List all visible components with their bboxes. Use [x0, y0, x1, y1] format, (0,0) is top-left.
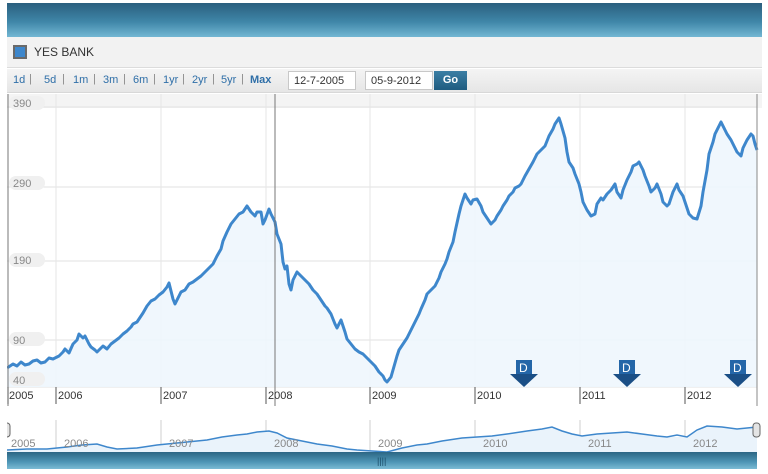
- range-separator: |: [182, 73, 185, 85]
- navigator-right-handle[interactable]: [752, 422, 761, 438]
- scrollbar-grip-icon[interactable]: ||||: [377, 456, 387, 466]
- range-1m-button[interactable]: 1m: [73, 74, 89, 86]
- svg-text:2007: 2007: [169, 438, 193, 450]
- range-separator: |: [93, 73, 96, 85]
- dividend-marker[interactable]: D: [613, 360, 641, 387]
- range-3m-button[interactable]: 3m: [103, 74, 119, 86]
- svg-text:2005: 2005: [9, 390, 33, 402]
- header-bar: [7, 3, 762, 37]
- start-date-input[interactable]: [288, 71, 356, 90]
- svg-text:2006: 2006: [58, 390, 82, 402]
- svg-text:2011: 2011: [588, 438, 612, 450]
- svg-text:2009: 2009: [378, 438, 402, 450]
- range-2yr-button[interactable]: 2yr: [192, 74, 208, 86]
- svg-text:90: 90: [13, 335, 25, 347]
- range-separator: |: [241, 73, 244, 85]
- svg-text:2008: 2008: [274, 438, 298, 450]
- price-line: [7, 116, 759, 384]
- svg-text:2010: 2010: [483, 438, 507, 450]
- range-5yr-button[interactable]: 5yr: [221, 74, 237, 86]
- svg-text:2010: 2010: [477, 390, 501, 402]
- stock-chart-widget: YES BANK 1d | 5d | 1m | 3m | 6m | 1yr | …: [7, 0, 762, 474]
- scrollbar[interactable]: ||||: [7, 452, 757, 469]
- range-max-button[interactable]: Max: [250, 74, 272, 86]
- dividend-marker[interactable]: D: [724, 360, 752, 387]
- series-toggle-checkbox[interactable]: [13, 45, 27, 59]
- range-5d-button[interactable]: 5d: [44, 74, 57, 86]
- svg-text:2007: 2007: [163, 390, 187, 402]
- range-toolbar: 1d | 5d | 1m | 3m | 6m | 1yr | 2yr | 5yr…: [7, 69, 762, 93]
- svg-text:D: D: [622, 361, 631, 375]
- navigator-chart[interactable]: 2005 2006 2007 2008 2009 2010 2011 2012: [7, 420, 762, 454]
- price-area: [7, 118, 757, 387]
- svg-text:D: D: [733, 361, 742, 375]
- svg-text:40: 40: [13, 375, 25, 387]
- legend-label: YES BANK: [34, 45, 95, 59]
- range-separator: |: [62, 73, 65, 85]
- range-1yr-button[interactable]: 1yr: [163, 74, 179, 86]
- navigator-left-handle[interactable]: [7, 422, 11, 438]
- range-separator: |: [212, 73, 215, 85]
- svg-text:390: 390: [13, 98, 31, 110]
- price-chart[interactable]: 390 290 190 90 40 2005 2006 2007 2008 20…: [7, 94, 762, 406]
- dividend-marker[interactable]: D: [510, 360, 538, 387]
- svg-text:2012: 2012: [687, 390, 711, 402]
- svg-text:290: 290: [13, 178, 31, 190]
- x-axis-labels: 2005 2006 2007 2008 2009 2010 2011 2012: [7, 387, 711, 404]
- range-6m-button[interactable]: 6m: [133, 74, 149, 86]
- range-1d-button[interactable]: 1d: [13, 74, 26, 86]
- legend-row: YES BANK: [7, 37, 762, 68]
- svg-text:2006: 2006: [64, 438, 88, 450]
- svg-text:2011: 2011: [582, 390, 606, 402]
- svg-text:2009: 2009: [372, 390, 396, 402]
- svg-text:2005: 2005: [11, 438, 35, 450]
- go-button[interactable]: Go: [434, 71, 467, 90]
- svg-text:2008: 2008: [268, 390, 292, 402]
- range-separator: |: [153, 73, 156, 85]
- y-axis-labels: 390 290 190 90 40: [9, 96, 45, 387]
- svg-text:D: D: [519, 361, 528, 375]
- svg-text:2012: 2012: [693, 438, 717, 450]
- navigator-labels: 2005 2006 2007 2008 2009 2010 2011 2012: [11, 438, 717, 450]
- end-date-input[interactable]: [365, 71, 433, 90]
- range-separator: |: [29, 73, 32, 85]
- range-separator: |: [123, 73, 126, 85]
- svg-text:190: 190: [13, 255, 31, 267]
